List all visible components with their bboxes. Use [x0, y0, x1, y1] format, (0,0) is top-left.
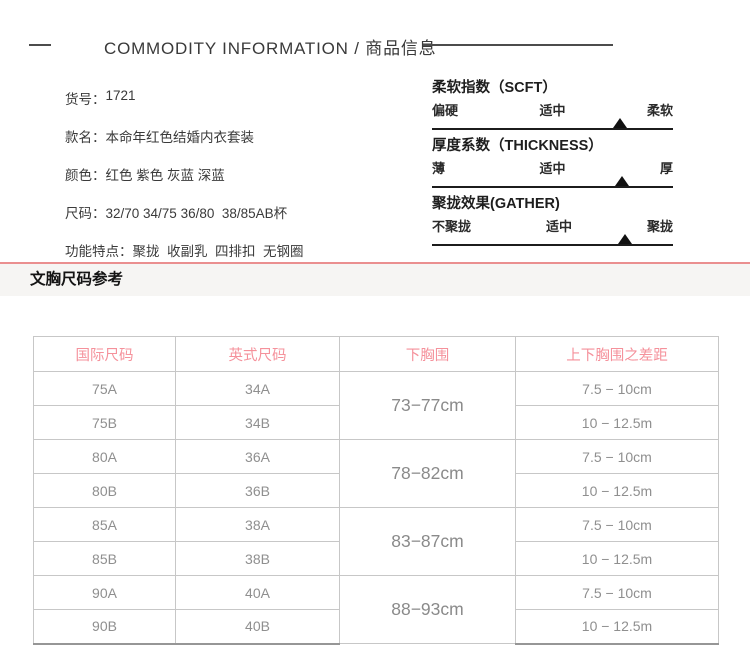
field-value: 红色 紫色 灰蓝 深蓝	[105, 168, 225, 183]
indicator-gather: 聚拢效果(GATHER) 不聚拢 适中 聚拢	[432, 196, 673, 246]
col-header-diff: 上下胸围之差距	[515, 336, 719, 372]
cell-uk: 40B	[175, 609, 340, 645]
field-label: 款名：	[65, 130, 106, 145]
triangle-marker-icon	[612, 118, 627, 128]
triangle-marker-icon	[617, 234, 632, 244]
cell-uk: 38B	[175, 541, 340, 576]
field-label: 功能特点：	[65, 244, 133, 259]
cell-underbust: 83−87cm	[339, 507, 516, 576]
triangle-marker-icon	[615, 176, 630, 186]
col-header-uk-size: 英式尺码	[175, 336, 340, 372]
cell-intl: 75A	[33, 371, 176, 406]
scale-label-center: 适中	[539, 161, 566, 176]
indicator-title: 聚拢效果(GATHER)	[432, 196, 560, 212]
field-label: 尺码：	[65, 206, 106, 221]
col-header-underbust: 下胸围	[339, 336, 516, 372]
field-value: 本命年红色结婚内衣套装	[105, 130, 255, 145]
cell-intl: 80B	[33, 473, 176, 508]
cell-uk: 36A	[175, 439, 340, 474]
table-row: 90B 40B 10 − 12.5m	[33, 609, 719, 645]
size-reference-section-bar: 文胸尺码参考	[0, 262, 750, 296]
scale-label-center: 适中	[539, 103, 566, 118]
indicator-track	[432, 176, 673, 188]
cell-diff: 10 − 12.5m	[515, 473, 719, 508]
cell-diff: 10 − 12.5m	[515, 541, 719, 576]
cell-intl: 75B	[33, 405, 176, 440]
table-row: 85A 38A 83−87cm 7.5 − 10cm	[33, 507, 719, 576]
field-label: 颜色：	[65, 168, 106, 183]
field-item-no: 货号： 1721	[65, 88, 304, 126]
scale-label-right: 厚	[659, 161, 673, 176]
cell-diff: 10 − 12.5m	[515, 405, 719, 440]
table-row: 80B 36B 10 − 12.5m	[33, 473, 719, 508]
field-size: 尺码： 32/70 34/75 36/80 38/85AB杯	[65, 202, 304, 240]
section-title: 文胸尺码参考	[30, 271, 124, 288]
cell-uk: 38A	[175, 507, 340, 542]
cell-intl: 90A	[33, 575, 176, 610]
indicator-thickness: 厚度系数（THICKNESS） 薄 适中 厚	[432, 138, 673, 188]
field-value: 1721	[105, 88, 136, 103]
cell-underbust: 73−77cm	[339, 371, 516, 440]
scale-label-right: 聚拢	[646, 219, 673, 234]
indicator-scale-labels: 偏硬 适中 柔软	[432, 102, 673, 119]
cell-diff: 10 − 12.5m	[515, 609, 719, 645]
indicator-softness: 柔软指数（SCFT） 偏硬 适中 柔软	[432, 80, 673, 130]
field-value: 聚拢 收副乳 四排扣 无钢圈	[132, 244, 304, 259]
scale-label-left: 薄	[432, 161, 446, 176]
field-style-name: 款名： 本命年红色结婚内衣套装	[65, 126, 304, 164]
indicator-title: 厚度系数（THICKNESS）	[432, 138, 603, 154]
cell-underbust: 78−82cm	[339, 439, 516, 508]
cell-intl: 80A	[33, 439, 176, 474]
cell-diff: 7.5 − 10cm	[515, 575, 719, 610]
indicator-scale-labels: 薄 适中 厚	[432, 160, 673, 177]
cell-diff: 7.5 − 10cm	[515, 371, 719, 406]
col-header-intl-size: 国际尺码	[33, 336, 176, 372]
cell-uk: 34B	[175, 405, 340, 440]
cell-uk: 40A	[175, 575, 340, 610]
indicator-sliders: 柔软指数（SCFT） 偏硬 适中 柔软 厚度系数（THICKNESS） 薄 适中…	[432, 80, 673, 254]
bra-size-table: 国际尺码 英式尺码 下胸围 上下胸围之差距 75A 34A 73−77cm 7.…	[33, 336, 719, 645]
header-dash-decoration	[29, 44, 51, 46]
field-color: 颜色： 红色 紫色 灰蓝 深蓝	[65, 164, 304, 202]
scale-label-left: 偏硬	[432, 103, 459, 118]
scale-label-right: 柔软	[646, 103, 673, 118]
product-fields: 货号： 1721 款名： 本命年红色结婚内衣套装 颜色： 红色 紫色 灰蓝 深蓝 尺码…	[65, 88, 304, 278]
indicator-track	[432, 234, 673, 246]
indicator-scale-labels: 不聚拢 适中 聚拢	[432, 218, 673, 235]
indicator-title: 柔软指数（SCFT）	[432, 80, 557, 96]
indicator-track	[432, 118, 673, 130]
cell-uk: 34A	[175, 371, 340, 406]
scale-label-center: 适中	[545, 219, 572, 234]
cell-intl: 90B	[33, 609, 176, 645]
table-header-row: 国际尺码 英式尺码 下胸围 上下胸围之差距	[33, 336, 719, 372]
cell-intl: 85B	[33, 541, 176, 576]
field-label: 货号：	[65, 92, 106, 107]
scale-label-left: 不聚拢	[432, 219, 472, 234]
table-row: 75B 34B 10 − 12.5m	[33, 405, 719, 440]
field-features: 功能特点： 聚拢 收副乳 四排扣 无钢圈	[65, 240, 304, 278]
cell-intl: 85A	[33, 507, 176, 542]
table-row: 75A 34A 73−77cm 7.5 − 10cm	[33, 371, 719, 440]
header-rule-decoration	[423, 44, 613, 46]
field-value: 32/70 34/75 36/80 38/85AB杯	[105, 206, 288, 221]
cell-diff: 7.5 − 10cm	[515, 439, 719, 474]
page-title: COMMODITY INFORMATION / 商品信息	[104, 39, 437, 58]
table-row: 80A 36A 78−82cm 7.5 − 10cm	[33, 439, 719, 508]
cell-uk: 36B	[175, 473, 340, 508]
cell-diff: 7.5 − 10cm	[515, 507, 719, 542]
table-row: 90A 40A 88−93cm 7.5 − 10cm	[33, 575, 719, 644]
cell-underbust: 88−93cm	[339, 575, 516, 644]
